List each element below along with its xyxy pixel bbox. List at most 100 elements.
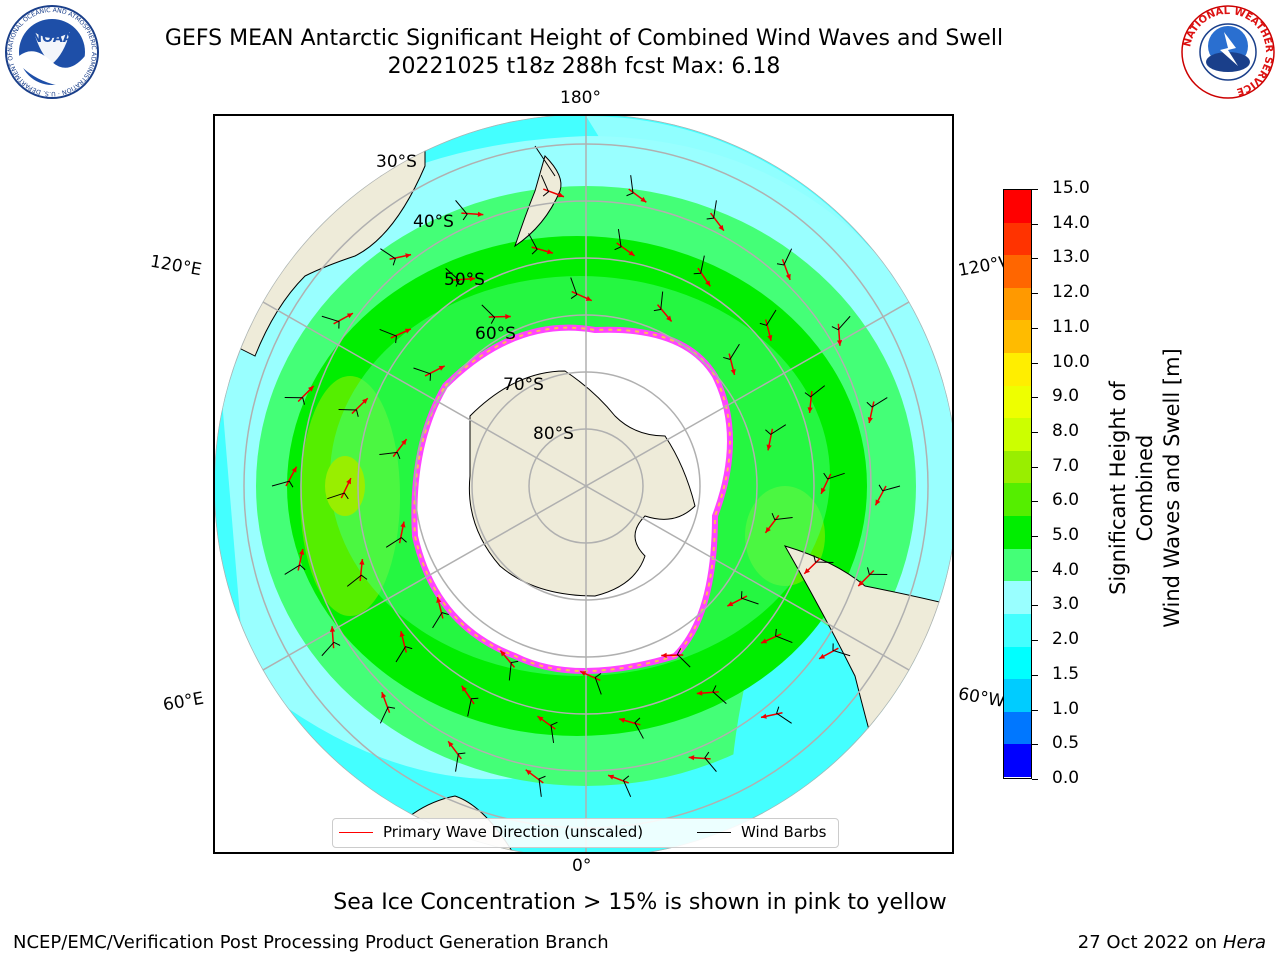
chart-subtitle: 20221025 t18z 288h fcst Max: 6.18 xyxy=(387,54,781,79)
colorbar-segment xyxy=(1004,222,1031,256)
wind-barb xyxy=(413,367,432,381)
wind-barb xyxy=(346,574,368,587)
wave-arrow-head xyxy=(308,385,314,392)
colorbar-label-line2: Wind Waves and Swell [m] xyxy=(1160,348,1184,628)
wind-barb xyxy=(706,200,717,220)
wave-arrow-head xyxy=(640,196,647,203)
wave-arrow-head xyxy=(299,549,305,555)
colorbar-segment xyxy=(1004,418,1031,451)
wave-arrow-head xyxy=(400,521,406,528)
wind-barb xyxy=(740,591,759,605)
footer-host: Hera xyxy=(1222,932,1266,953)
wave-arrow-head xyxy=(557,192,564,198)
colorbar-tickmark xyxy=(1032,258,1038,260)
wind-barb xyxy=(327,492,349,500)
colorbar-tickmark xyxy=(1032,779,1038,780)
wave-arrow-head xyxy=(359,559,365,565)
colorbar-tick-label: 7.0 xyxy=(1052,455,1080,476)
colorbar-segment xyxy=(1004,711,1031,745)
colorbar-segment xyxy=(1004,679,1031,712)
wind-barb xyxy=(614,228,622,251)
wind-barb xyxy=(622,775,632,798)
wave-arrow-head xyxy=(469,276,476,282)
wind-barb xyxy=(704,751,717,772)
colorbar-segment xyxy=(1004,483,1031,517)
wind-barb xyxy=(867,567,888,575)
footer-date-text: 27 Oct 2022 on xyxy=(1077,932,1218,953)
wave-arrow-head xyxy=(765,526,771,533)
colorbar-segment xyxy=(1004,646,1031,680)
legend-item-primary-wave: Primary Wave Direction (unscaled) xyxy=(339,823,643,841)
wind-barb xyxy=(626,175,634,197)
wind-barb xyxy=(455,200,468,221)
colorbar-tick-label: 0.5 xyxy=(1052,733,1080,754)
colorbar-tick-label: 2.0 xyxy=(1052,629,1080,650)
wave-arrow-head xyxy=(718,224,724,231)
colorbar-tickmark xyxy=(1032,640,1038,642)
lat-label-40s: 40°S xyxy=(413,212,454,232)
sea-ice-caption: Sea Ice Concentration > 15% is shown in … xyxy=(333,890,947,915)
wave-arrow-head xyxy=(760,713,767,719)
colorbar-tickmark xyxy=(1032,362,1038,364)
colorbar-tick-label: 11.0 xyxy=(1052,316,1090,337)
colorbar-tick-label: 10.0 xyxy=(1052,351,1090,372)
wave-arrow-head xyxy=(461,685,467,692)
lon-label-60e: 60°E xyxy=(161,688,206,716)
colorbar-tickmark xyxy=(1032,674,1038,676)
footer-branch: NCEP/EMC/Verification Post Processing Pr… xyxy=(13,932,609,953)
wave-field xyxy=(215,116,952,852)
footer-date: 27 Oct 2022 on Hera xyxy=(1078,932,1266,953)
wave-arrow-head xyxy=(546,249,553,255)
colorbar-tick-label: 5.0 xyxy=(1052,525,1080,546)
colorbar-tick-label: 13.0 xyxy=(1052,247,1090,268)
wind-barb xyxy=(712,685,727,705)
legend-label-primary-wave: Primary Wave Direction (unscaled) xyxy=(383,823,644,841)
wave-arrow-head xyxy=(505,313,511,320)
legend-label-wind-barbs: Wind Barbs xyxy=(741,823,827,841)
colorbar-tick-label: 1.0 xyxy=(1052,698,1080,719)
colorbar-tickmark xyxy=(1032,605,1038,607)
wave-arrow-head xyxy=(858,580,864,587)
wave-arrow-head xyxy=(836,340,843,346)
lon-label-180: 180° xyxy=(560,88,601,108)
wind-barb xyxy=(380,248,396,266)
colorbar-segment xyxy=(1004,320,1031,354)
legend-item-wind-barbs: Wind Barbs xyxy=(697,823,826,841)
colorbar-tick-label: 1.5 xyxy=(1052,663,1080,684)
wave-arrow-head xyxy=(807,407,813,413)
colorbar-tick-label: 12.0 xyxy=(1052,282,1090,303)
lat-label-50s: 50°S xyxy=(444,270,485,290)
colorbar-tick-label: 6.0 xyxy=(1052,490,1080,511)
new-zealand xyxy=(514,145,562,248)
wave-arrow-head xyxy=(688,755,695,761)
colorbar-tick-label: 8.0 xyxy=(1052,420,1080,441)
wave-arrow-head xyxy=(329,626,336,632)
noaa-logo: NATIONAL OCEANIC AND ATMOSPHERIC ADMINIS… xyxy=(4,4,99,99)
wind-barb xyxy=(823,472,845,480)
wind-barb xyxy=(338,408,359,417)
wave-arrow-head xyxy=(761,638,768,644)
wind-barb xyxy=(634,717,644,739)
wave-arrow-head xyxy=(819,653,826,659)
wind-barb xyxy=(379,451,401,460)
wind-barb xyxy=(676,648,691,668)
colorbar-tick-label: 3.0 xyxy=(1052,594,1080,615)
colorbar-tickmark xyxy=(1032,397,1038,399)
wave-arrow-head xyxy=(867,417,873,423)
wind-barb xyxy=(385,536,407,548)
colorbar-segment xyxy=(1004,744,1031,777)
colorbar-tickmark xyxy=(1032,536,1038,538)
wave-arrow-head xyxy=(291,466,297,473)
wind-barb xyxy=(866,397,888,408)
wind-barb xyxy=(653,291,664,312)
wave-arrow-head xyxy=(730,369,736,375)
wave-arrow-head xyxy=(477,211,484,217)
wave-arrow-head xyxy=(661,652,667,659)
wave-arrow-head xyxy=(500,650,506,657)
colorbar-segment xyxy=(1004,190,1031,223)
wind-barb xyxy=(776,706,792,724)
wave-arrow-head xyxy=(696,690,703,696)
wind-barb xyxy=(284,397,305,405)
wave-arrow-head xyxy=(727,601,734,607)
colorbar-tick-label: 4.0 xyxy=(1052,559,1080,580)
